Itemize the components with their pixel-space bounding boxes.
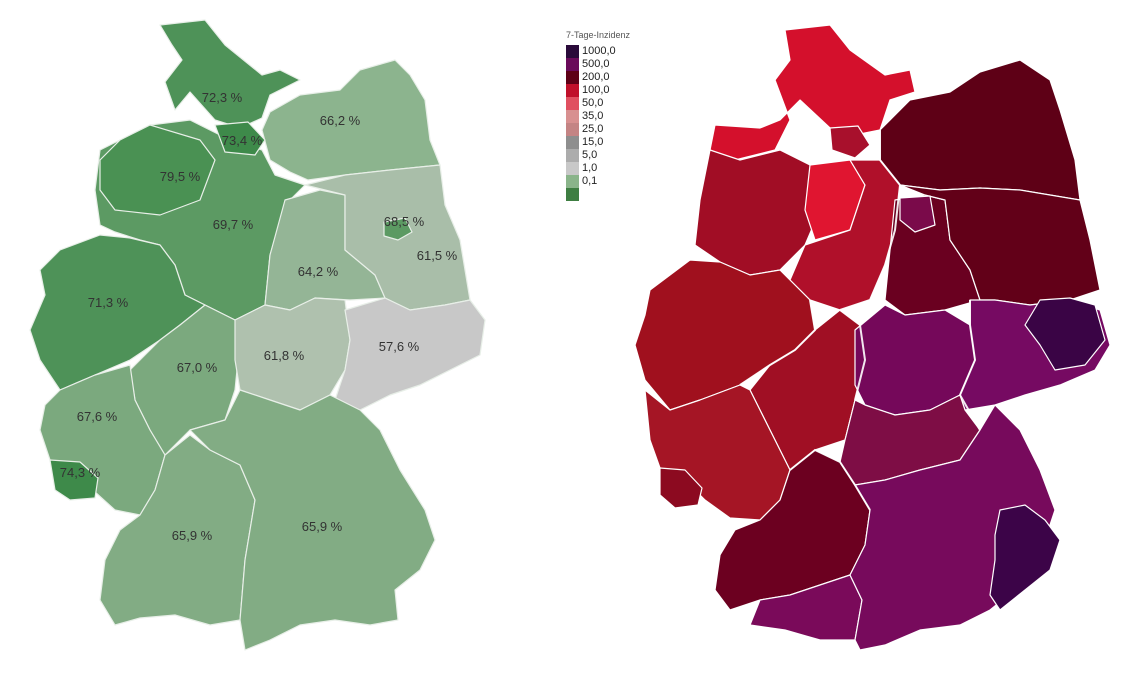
state-label-bremen-area: 79,5 % [160,169,201,184]
legend-label: 1,0 [582,162,598,174]
legend-label: 1000,0 [582,45,616,57]
incidence-legend: 7-Tage-Inzidenz 1000,0 500,0 200,0 100,0 50,… [566,30,686,201]
region-sn-east [1024,297,1106,371]
state-label-berlin: 68,5 % [384,214,425,229]
legend-label: 50,0 [582,97,604,109]
state-label-bayern: 65,9 % [302,519,343,534]
legend-item: 15,0 [566,136,686,149]
state-label-thueringen: 61,8 % [264,348,305,363]
state-label-niedersachsen: 69,7 % [213,217,254,232]
state-label-rheinland-pfalz: 67,6 % [77,409,118,424]
legend-item: 1,0 [566,162,686,175]
legend-swatch [566,162,579,175]
legend-swatch [566,97,579,110]
state-schleswig-holstein [159,19,301,129]
legend-item: 1000,0 [566,45,686,58]
legend-item: 50,0 [566,97,686,110]
legend-swatch [566,110,579,123]
legend-label: 100,0 [582,84,610,96]
region-ni-west [694,149,821,276]
state-label-hessen: 67,0 % [177,360,218,375]
state-bremen-area [99,124,216,216]
legend-item: 100,0 [566,84,686,97]
legend-swatch [566,123,579,136]
legend-swatch [566,71,579,84]
legend-item: 200,0 [566,71,686,84]
legend-label: 5,0 [582,149,598,161]
state-label-hamburg: 73,4 % [222,133,263,148]
legend-label: 0,1 [582,175,598,187]
state-berlin [383,217,413,241]
legend-label: 15,0 [582,136,604,148]
state-bayern [189,389,436,651]
state-label-mecklenburg-vorpommern: 66,2 % [320,113,361,128]
region-sh [709,24,916,161]
state-label-saarland: 74,3 % [60,465,101,480]
state-sachsen [334,297,486,411]
incidence-map [634,24,1111,651]
legend-swatch [566,45,579,58]
state-saarland [49,459,99,501]
state-label-sachsen: 57,6 % [379,339,420,354]
legend-item: 35,0 [566,110,686,123]
region-sl [659,467,703,509]
legend-title: 7-Tage-Inzidenz [566,30,631,40]
region-by-east [989,504,1061,611]
legend-item [566,188,686,201]
legend-swatch [566,84,579,97]
legend-swatch [566,149,579,162]
state-mecklenburg-vorpommern [261,59,441,181]
state-hamburg [214,121,266,156]
legend-item: 0,1 [566,175,686,188]
vaccination-map: 72,3 % 73,4 % 66,2 % 69,7 % 79,5 % 68,5 % 61,5… [29,19,486,651]
legend-swatch [566,136,579,149]
state-label-sachsen-anhalt: 64,2 % [298,264,339,279]
legend-swatch [566,175,579,188]
legend-label: 25,0 [582,123,604,135]
state-label-nordrhein-westfalen: 71,3 % [88,295,129,310]
legend-label: 35,0 [582,110,604,122]
legend-item: 500,0 [566,58,686,71]
legend-swatch [566,188,579,201]
legend-item: 5,0 [566,149,686,162]
region-hh [829,125,871,159]
legend-label: 200,0 [582,71,610,83]
legend-label: 500,0 [582,58,610,70]
state-baden-wuerttemberg [99,434,256,626]
state-label-brandenburg: 61,5 % [417,248,458,263]
state-label-schleswig-holstein: 72,3 % [202,90,243,105]
state-label-baden-wuerttemberg: 65,9 % [172,528,213,543]
legend-swatch [566,58,579,71]
region-be [899,195,936,233]
legend-item: 25,0 [566,123,686,136]
